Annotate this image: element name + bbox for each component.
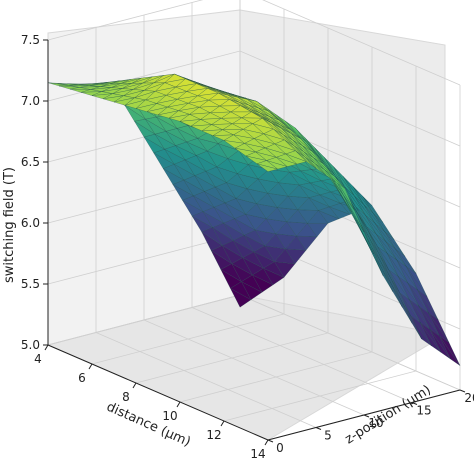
z-tick-label: 5.0: [21, 338, 40, 352]
z-tick-label: 6.0: [21, 216, 40, 230]
tick-labels: 4 6 8 10 12 14 0 5 10 15 20 5.0 5.5 6.0 6.5 7.0 7.5: [21, 33, 474, 461]
y-tick-label: 10: [368, 416, 383, 430]
x-axis-line: [47, 344, 269, 441]
z-tick-label: 5.5: [21, 277, 40, 291]
x-tick-mark: [88, 363, 93, 370]
x-tick-label: 10: [162, 409, 177, 423]
x-axis-label: distance (μm): [104, 400, 193, 450]
x-tick-label: 6: [78, 371, 86, 385]
y-tick-label: 20: [464, 391, 474, 405]
x-tick-label: 12: [206, 428, 221, 442]
z-gridline: [47, 0, 461, 86]
x-tick-mark: [220, 420, 225, 427]
y-tick-label: 15: [416, 404, 431, 418]
x-tick-mark: [264, 439, 269, 446]
y-tick-mark: [363, 414, 370, 418]
x-tick-label: 4: [34, 352, 42, 366]
z-axis-label: switching field (T): [2, 167, 17, 283]
surface-facet: [256, 163, 279, 172]
y-tick-mark: [411, 402, 418, 405]
y-tick-mark: [459, 389, 466, 393]
y-tick-label: 5: [324, 429, 332, 443]
x-tick-mark: [176, 401, 181, 408]
x-tick-label: 14: [250, 447, 265, 461]
y-gridline: [95, 27, 317, 428]
x-tick-mark: [132, 382, 137, 389]
x-tick-label: 8: [122, 390, 130, 404]
z-tick-label: 7.5: [21, 33, 40, 47]
y-tick-mark: [315, 427, 322, 430]
z-tick-label: 6.5: [21, 155, 40, 169]
y-tick-label: 0: [276, 441, 284, 455]
y-tick-mark: [267, 439, 274, 443]
surface: [47, 73, 461, 366]
x-tick-mark: [44, 344, 49, 351]
z-tick-label: 7.0: [21, 94, 40, 108]
